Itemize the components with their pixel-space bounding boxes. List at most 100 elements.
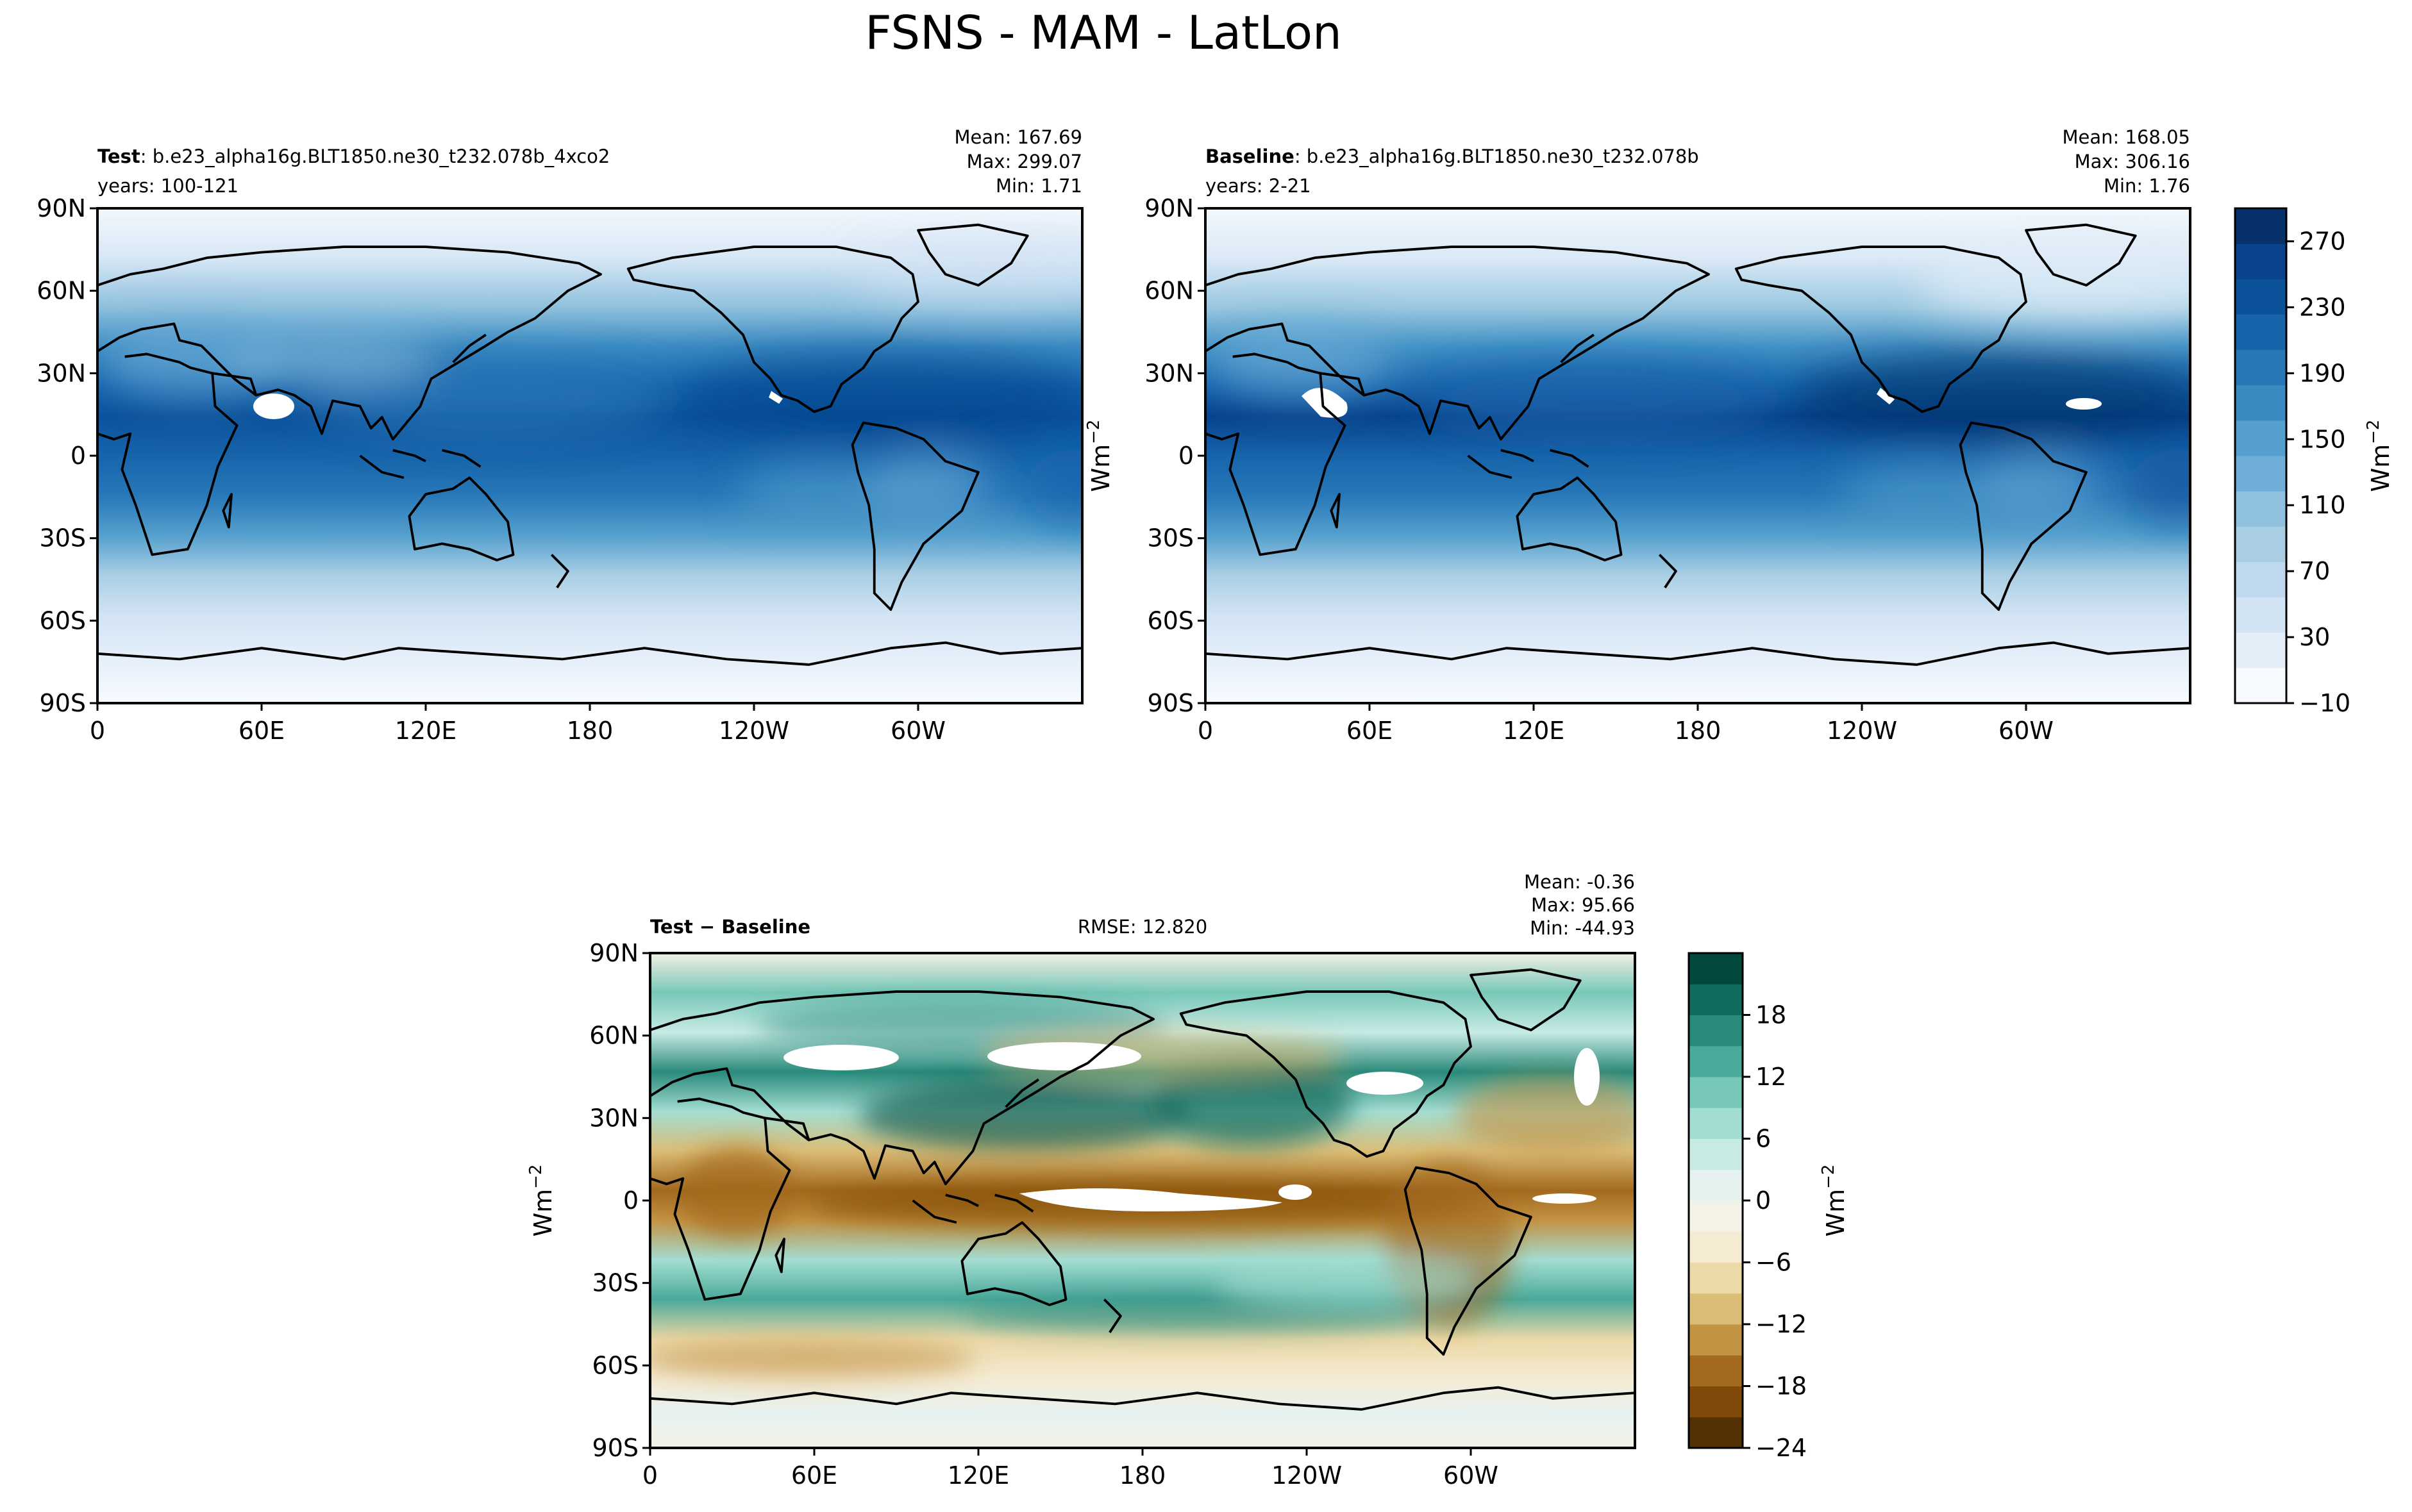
panel-baseline-years: years: 2-21 xyxy=(1205,175,1311,197)
lat-tick-label: 90S xyxy=(1148,689,1194,717)
lon-tick-label: 60E xyxy=(1346,717,1393,745)
lat-tick-label: 90N xyxy=(37,194,86,222)
colorbar-cell xyxy=(2235,349,2286,386)
colorbar-cell xyxy=(1689,1386,1743,1418)
colorbar-tick-label: 70 xyxy=(2299,557,2330,585)
colorbar-diff: 18 12 6 0 −6 −12 −18 −24 Wm−2 xyxy=(1688,952,1850,1462)
colorbar-tick-label: 18 xyxy=(1755,1001,1786,1029)
colorbar-tick-label: 12 xyxy=(1755,1063,1786,1091)
panel-baseline: Baseline: b.e23_alpha16g.BLT1850.ne30_t2… xyxy=(1144,126,2191,745)
colorbar-cell xyxy=(2235,385,2286,421)
lon-tick-label: 60W xyxy=(1998,717,2054,745)
panel-test-map xyxy=(97,208,1082,703)
colorbar-cell xyxy=(2235,244,2286,279)
panel-diff-mean: Mean: -0.36 xyxy=(1524,871,1635,893)
colorbar-cell xyxy=(1689,1416,1743,1449)
panel-diff-label: Test − Baseline xyxy=(650,916,810,938)
lat-tick-label: 30S xyxy=(1148,524,1194,552)
colorbar-cell xyxy=(2235,491,2286,527)
lon-tick-label: 60W xyxy=(891,717,946,745)
colorbar-tick-label: −12 xyxy=(1755,1310,1807,1338)
colorbar-cell xyxy=(1689,1045,1743,1077)
panel-test-mean: Mean: 167.69 xyxy=(955,126,1082,148)
lon-tick-label: 60E xyxy=(791,1461,837,1490)
lat-tick-label: 0 xyxy=(71,442,86,470)
colorbar-tick-label: −10 xyxy=(2299,689,2350,717)
colorbar-cell xyxy=(1689,1324,1743,1356)
panel-diff-max: Max: 95.66 xyxy=(1531,894,1635,916)
figure-title: FSNS - MAM - LatLon xyxy=(865,6,1341,60)
colorbar-cell xyxy=(2235,208,2286,244)
colorbar-tick-label: 190 xyxy=(2299,359,2346,387)
colorbar-cell xyxy=(2235,667,2286,704)
panel-diff-map xyxy=(650,953,1635,1448)
colorbar-cell xyxy=(1689,1231,1743,1263)
colorbar-main: 270 230 190 150 110 70 30 −10 Wm−2 xyxy=(2234,207,2395,717)
colorbar-cell xyxy=(2235,597,2286,633)
lat-tick-label: 30S xyxy=(40,524,86,552)
colorbar-cell xyxy=(1689,1015,1743,1047)
panel-test: Test: b.e23_alpha16g.BLT1850.ne30_t232.0… xyxy=(37,126,1084,745)
lat-tick-label: 90S xyxy=(592,1434,639,1462)
colorbar-tick-label: −6 xyxy=(1755,1249,1791,1277)
lat-tick-label: 60S xyxy=(592,1351,639,1379)
colorbar-tick-label: 270 xyxy=(2299,227,2346,255)
lat-tick-label: 0 xyxy=(1178,442,1194,470)
lon-tick-label: 120E xyxy=(1503,717,1565,745)
colorbar-tick-label: 150 xyxy=(2299,425,2346,453)
lat-tick-label: 30N xyxy=(1144,359,1194,387)
colorbar-diff-units: Wm−2 xyxy=(1819,1165,1850,1237)
lat-tick-label: 60N xyxy=(37,277,86,305)
colorbar-cell xyxy=(1689,1169,1743,1201)
colorbar-cell xyxy=(1689,1108,1743,1139)
lon-tick-label: 60E xyxy=(239,717,285,745)
colorbar-tick-label: 30 xyxy=(2299,623,2330,651)
lon-tick-label: 120E xyxy=(395,717,457,745)
panel-baseline-max: Max: 306.16 xyxy=(2075,151,2190,172)
panel-diff-rmse: RMSE: 12.820 xyxy=(1078,916,1207,938)
colorbar-cell xyxy=(2235,420,2286,456)
colorbar-cell xyxy=(1689,1293,1743,1325)
panel-baseline-label: Baseline: b.e23_alpha16g.BLT1850.ne30_t2… xyxy=(1205,145,1699,167)
colorbar-cell xyxy=(1689,1077,1743,1108)
colorbar-cell xyxy=(2235,632,2286,669)
colorbar-cell xyxy=(1689,1355,1743,1386)
lon-tick-label: 180 xyxy=(1119,1461,1166,1490)
top-units-label: Wm−2 xyxy=(1084,420,1115,492)
lat-tick-label: 60N xyxy=(589,1022,639,1050)
colorbar-cell xyxy=(1689,1200,1743,1232)
colorbar-tick-label: 110 xyxy=(2299,491,2346,519)
lon-tick-label: 60W xyxy=(1443,1461,1498,1490)
panel-test-years: years: 100-121 xyxy=(97,175,239,197)
panel-test-min: Min: 1.71 xyxy=(996,175,1082,197)
lat-tick-label: 30N xyxy=(589,1104,639,1132)
colorbar-tick-label: −18 xyxy=(1755,1372,1807,1400)
panel-baseline-map xyxy=(1205,208,2190,703)
colorbar-tick-label: 0 xyxy=(1755,1186,1771,1215)
lat-tick-label: 60S xyxy=(1148,606,1194,635)
colorbar-tick-label: 230 xyxy=(2299,293,2346,321)
lat-tick-label: 0 xyxy=(623,1186,639,1215)
lat-tick-label: 90N xyxy=(589,939,639,967)
diff-units-label: Wm−2 xyxy=(526,1165,557,1237)
lon-tick-label: 0 xyxy=(642,1461,658,1490)
lon-tick-label: 120W xyxy=(1827,717,1897,745)
colorbar-main-units: Wm−2 xyxy=(2364,420,2395,492)
colorbar-main-frame xyxy=(2234,207,2288,704)
colorbar-tick-label: −24 xyxy=(1755,1434,1807,1462)
panel-diff: Test − Baseline RMSE: 12.820 Mean: -0.36… xyxy=(526,871,1636,1490)
colorbar-cell xyxy=(2235,314,2286,351)
colorbar-cell xyxy=(1689,1138,1743,1170)
lat-tick-label: 30S xyxy=(592,1269,639,1297)
lon-tick-label: 0 xyxy=(90,717,105,745)
lon-tick-label: 180 xyxy=(567,717,614,745)
colorbar-cell xyxy=(2235,279,2286,315)
lat-tick-label: 30N xyxy=(37,359,86,387)
colorbar-cell xyxy=(1689,1262,1743,1294)
lon-tick-label: 180 xyxy=(1675,717,1721,745)
colorbar-tick-label: 6 xyxy=(1755,1125,1771,1153)
colorbar-cell xyxy=(2235,561,2286,598)
